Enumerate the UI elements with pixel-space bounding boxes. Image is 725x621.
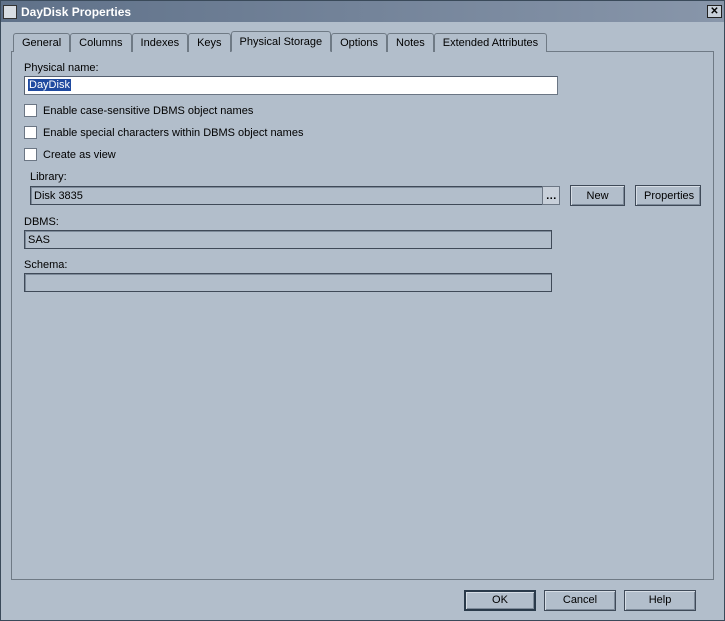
checkbox-special-chars-label: Enable special characters within DBMS ob… [43, 127, 303, 139]
library-label: Library: [30, 171, 701, 183]
library-group: Library: … New Properties [30, 171, 701, 206]
tab-columns[interactable]: Columns [70, 33, 131, 52]
dbms-group: DBMS: [24, 216, 701, 249]
tab-keys[interactable]: Keys [188, 33, 230, 52]
help-button[interactable]: Help [624, 590, 696, 611]
schema-label: Schema: [24, 259, 701, 271]
schema-input[interactable] [24, 273, 552, 292]
tab-options[interactable]: Options [331, 33, 387, 52]
close-button[interactable]: ✕ [707, 5, 722, 18]
dialog-footer: OK Cancel Help [11, 580, 714, 620]
checkbox-case-sensitive-label: Enable case-sensitive DBMS object names [43, 105, 253, 117]
titlebar: DayDisk Properties ✕ [1, 1, 724, 22]
checkbox-special-chars-row: Enable special characters within DBMS ob… [24, 126, 701, 139]
client-area: General Columns Indexes Keys Physical St… [1, 22, 724, 620]
tab-indexes[interactable]: Indexes [132, 33, 189, 52]
new-button[interactable]: New [570, 185, 625, 206]
properties-button[interactable]: Properties [635, 185, 701, 206]
ellipsis-icon: … [546, 190, 557, 202]
checkbox-create-as-view-label: Create as view [43, 149, 116, 161]
tab-general[interactable]: General [13, 33, 70, 52]
library-browse-button[interactable]: … [542, 186, 560, 205]
window-title: DayDisk Properties [21, 5, 707, 19]
physical-name-input[interactable]: DayDisk [24, 76, 558, 95]
library-combo: … [30, 186, 560, 205]
physical-name-label: Physical name: [24, 62, 701, 74]
checkbox-case-sensitive[interactable] [24, 104, 37, 117]
app-icon [3, 5, 17, 19]
cancel-button[interactable]: Cancel [544, 590, 616, 611]
checkbox-case-sensitive-row: Enable case-sensitive DBMS object names [24, 104, 701, 117]
tab-extended-attributes[interactable]: Extended Attributes [434, 33, 547, 52]
tab-strip: General Columns Indexes Keys Physical St… [13, 30, 714, 51]
tab-physical-storage[interactable]: Physical Storage [231, 31, 332, 52]
checkbox-create-as-view[interactable] [24, 148, 37, 161]
physical-name-value: DayDisk [28, 79, 71, 91]
properties-window: DayDisk Properties ✕ General Columns Ind… [0, 0, 725, 621]
library-input[interactable] [30, 186, 542, 205]
dbms-label: DBMS: [24, 216, 701, 228]
dbms-input[interactable] [24, 230, 552, 249]
ok-button[interactable]: OK [464, 590, 536, 611]
tab-notes[interactable]: Notes [387, 33, 434, 52]
checkbox-special-chars[interactable] [24, 126, 37, 139]
schema-group: Schema: [24, 259, 701, 292]
checkbox-create-as-view-row: Create as view [24, 148, 701, 161]
tab-panel: Physical name: DayDisk Enable case-sensi… [11, 51, 714, 580]
